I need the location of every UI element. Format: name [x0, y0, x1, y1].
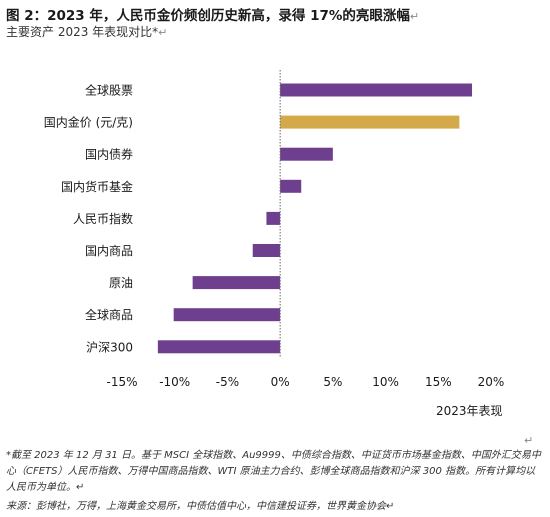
bar-2 [280, 147, 333, 161]
category-label-5: 国内商品 [85, 243, 133, 258]
category-label-4: 人民币指数 [73, 211, 133, 226]
bar-3 [280, 179, 302, 193]
bar-6 [192, 276, 281, 290]
bar-0 [280, 83, 473, 97]
category-label-2: 国内债券 [85, 147, 133, 162]
category-label-8: 沪深300 [86, 340, 133, 354]
x-tick-label-5: 10% [372, 375, 399, 389]
category-label-1: 国内金价 (元/克) [44, 115, 133, 130]
x-tick-label-7: 20% [478, 375, 505, 389]
x-axis-title: 2023年表现 [436, 404, 503, 418]
bar-8 [157, 340, 281, 354]
paragraph-mark: ↵ [524, 434, 534, 447]
x-tick-label-3: 0% [271, 375, 290, 389]
category-label-3: 国内货币基金 [61, 179, 133, 194]
bar-1 [280, 115, 460, 129]
source-note: 来源：彭博社，万得，上海黄金交易所，中债估值中心，中信建投证券，世界黄金协会↵ [6, 501, 395, 512]
figure-subtitle: 主要资产 2023 年表现对比*↵ [6, 25, 168, 39]
x-tick-label-1: -10% [159, 375, 190, 389]
x-tick-label-6: 15% [425, 375, 452, 389]
category-label-0: 全球股票 [85, 83, 133, 98]
footnote: *截至 2023 年 12 月 31 日。基于 MSCI 全球指数、Au9999… [6, 450, 541, 493]
bar-7 [173, 308, 281, 322]
category-label-6: 原油 [109, 276, 133, 290]
bar-4 [266, 211, 281, 225]
x-tick-label-0: -15% [106, 375, 137, 389]
x-tick-label-2: -5% [216, 375, 239, 389]
category-label-7: 全球商品 [85, 307, 133, 322]
x-tick-label-4: 5% [323, 375, 342, 389]
bar-5 [252, 244, 281, 257]
figure-title: 图 2：2023 年，人民币金价频创历史新高，录得 17%的亮眼涨幅↵ [6, 8, 420, 24]
